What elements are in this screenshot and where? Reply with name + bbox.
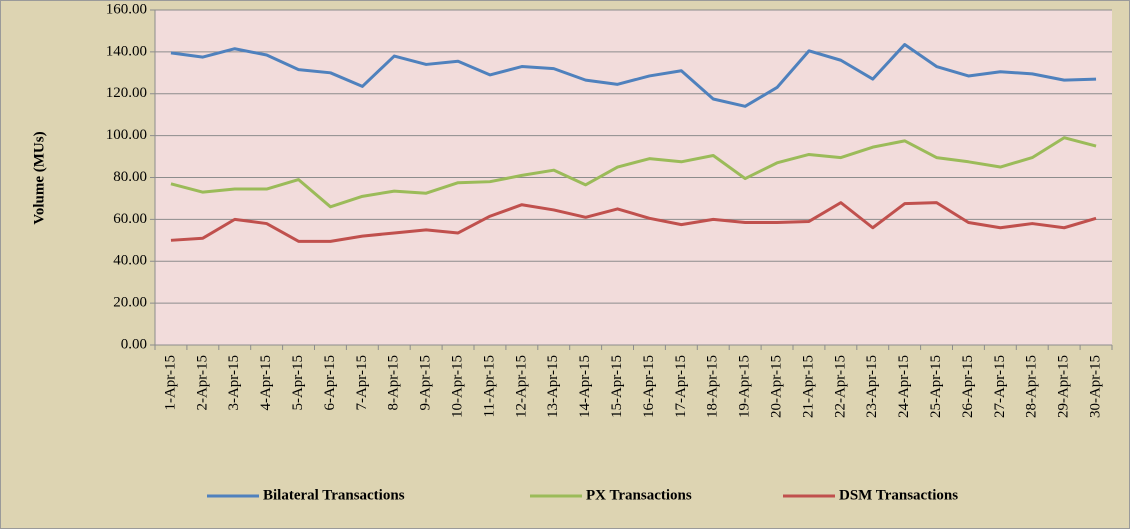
x-tick-label: 5-Apr-15 — [290, 355, 306, 411]
x-tick-label: 14-Apr-15 — [577, 355, 593, 418]
y-tick-label: 80.00 — [113, 169, 147, 185]
x-tick-label: 3-Apr-15 — [226, 355, 242, 411]
x-tick-label: 15-Apr-15 — [609, 355, 625, 418]
x-tick-label: 20-Apr-15 — [768, 355, 784, 418]
x-tick-label: 23-Apr-15 — [864, 355, 880, 418]
y-tick-label: 20.00 — [113, 295, 147, 311]
x-tick-label: 1-Apr-15 — [162, 355, 178, 411]
x-tick-label: 8-Apr-15 — [386, 355, 402, 411]
y-tick-label: 140.00 — [106, 43, 147, 59]
series-line — [170, 201, 1097, 243]
x-tick-label: 9-Apr-15 — [418, 355, 434, 411]
x-tick-label: 11-Apr-15 — [481, 355, 497, 417]
x-tick-label: 21-Apr-15 — [800, 355, 816, 418]
x-tick-label: 10-Apr-15 — [449, 355, 465, 418]
y-tick-label: 60.00 — [113, 211, 147, 227]
x-tick-label: 18-Apr-15 — [705, 355, 721, 418]
y-tick-label: 120.00 — [106, 85, 147, 101]
series-line — [170, 136, 1097, 209]
y-tick-label: 40.00 — [113, 253, 147, 269]
legend-label: DSM Transactions — [839, 487, 958, 503]
x-tick-label: 17-Apr-15 — [673, 355, 689, 418]
x-tick-label: 25-Apr-15 — [928, 355, 944, 418]
y-axis-label: Volume (MUs) — [31, 131, 47, 224]
x-tick-label: 27-Apr-15 — [992, 355, 1008, 418]
y-tick-label: 100.00 — [106, 127, 147, 143]
x-tick-label: 16-Apr-15 — [641, 355, 657, 418]
legend-label: Bilateral Transactions — [263, 487, 405, 503]
x-tick-label: 6-Apr-15 — [322, 355, 338, 411]
x-tick-label: 13-Apr-15 — [545, 355, 561, 418]
x-tick-label: 29-Apr-15 — [1056, 355, 1072, 418]
y-tick-label: 0.00 — [121, 336, 147, 352]
x-tick-label: 24-Apr-15 — [896, 355, 912, 418]
y-tick-label: 160.00 — [106, 1, 147, 17]
x-tick-label: 22-Apr-15 — [832, 355, 848, 418]
series-line — [170, 43, 1097, 108]
legend-label: PX Transactions — [586, 487, 692, 503]
x-tick-label: 12-Apr-15 — [513, 355, 529, 418]
x-tick-label: 19-Apr-15 — [737, 355, 753, 418]
x-tick-label: 30-Apr-15 — [1087, 355, 1103, 418]
x-tick-label: 7-Apr-15 — [354, 355, 370, 411]
x-tick-label: 2-Apr-15 — [194, 355, 210, 411]
x-tick-label: 28-Apr-15 — [1024, 355, 1040, 418]
x-tick-label: 26-Apr-15 — [960, 355, 976, 418]
x-tick-label: 4-Apr-15 — [258, 355, 274, 411]
